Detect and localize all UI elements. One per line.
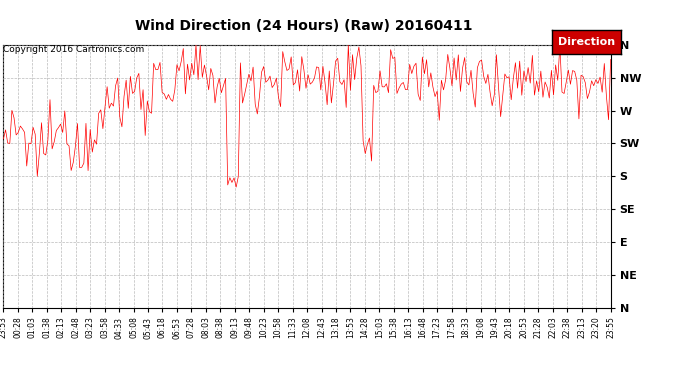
Text: Wind Direction (24 Hours) (Raw) 20160411: Wind Direction (24 Hours) (Raw) 20160411 — [135, 19, 473, 33]
Text: Copyright 2016 Cartronics.com: Copyright 2016 Cartronics.com — [3, 45, 145, 54]
Text: Direction: Direction — [558, 37, 615, 47]
